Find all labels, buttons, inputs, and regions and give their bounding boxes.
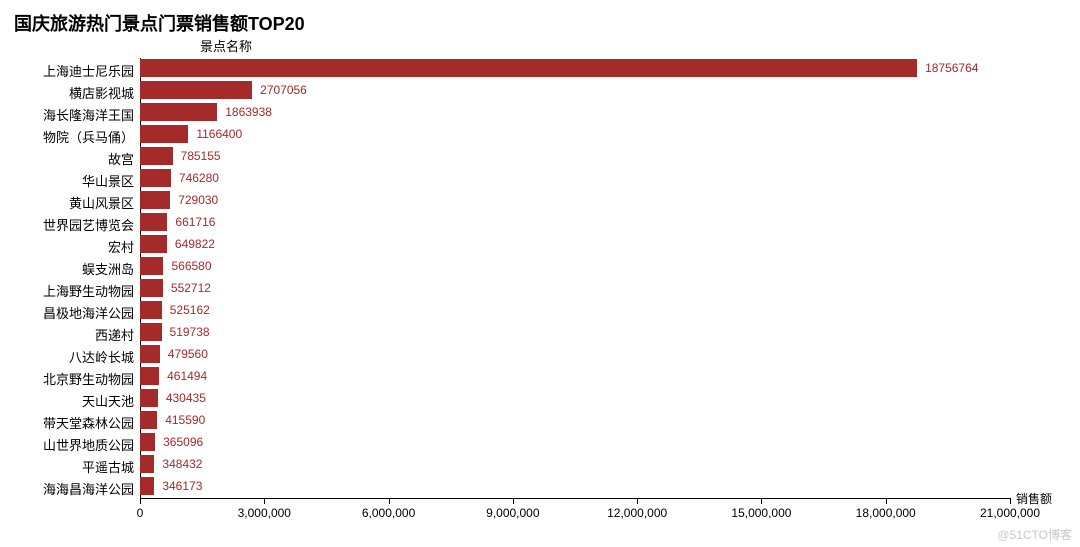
bar-value-label: 18756764: [925, 61, 978, 75]
bar-value-label: 661716: [175, 215, 215, 229]
bar: [140, 213, 167, 231]
category-label: 平遥古城: [82, 457, 134, 476]
x-tick-label: 9,000,000: [486, 506, 539, 520]
x-tick-label: 18,000,000: [856, 506, 916, 520]
x-tick: [513, 498, 514, 504]
chart-container: 国庆旅游热门景点门票销售额TOP20 景点名称 上海迪士尼乐园 18756764 横…: [0, 0, 1080, 547]
x-tick: [1010, 498, 1011, 504]
bar-value-label: 461494: [167, 369, 207, 383]
y-axis-line: [140, 58, 141, 498]
chart-title: 国庆旅游热门景点门票销售额TOP20: [14, 10, 305, 36]
bar-value-label: 415590: [165, 413, 205, 427]
bar: [140, 59, 917, 77]
category-label: 上海迪士尼乐园: [43, 61, 134, 80]
bar-value-label: 346173: [162, 479, 202, 493]
category-label: 华山景区: [82, 171, 134, 190]
x-tick-label: 0: [137, 506, 144, 520]
bar: [140, 169, 171, 187]
bar-value-label: 566580: [171, 259, 211, 273]
y-axis-title: 景点名称: [200, 36, 252, 55]
bar: [140, 433, 155, 451]
category-label: 带天堂森林公园: [43, 413, 134, 432]
x-tick-label: 15,000,000: [731, 506, 791, 520]
category-label: 故宫: [108, 149, 134, 168]
bar-value-label: 365096: [163, 435, 203, 449]
watermark-text: @51CTO博客: [997, 526, 1072, 543]
bar-value-label: 552712: [171, 281, 211, 295]
bar-value-label: 1863938: [225, 105, 272, 119]
x-tick: [886, 498, 887, 504]
x-axis-line: [140, 498, 1010, 499]
category-label: 横店影视城: [69, 83, 134, 102]
bar: [140, 367, 159, 385]
x-tick: [637, 498, 638, 504]
bar: [140, 147, 173, 165]
category-label: 物院（兵马俑）: [43, 127, 134, 146]
category-label: 黄山风景区: [69, 193, 134, 212]
category-label: 昌极地海洋公园: [43, 303, 134, 322]
x-tick: [389, 498, 390, 504]
bar-value-label: 479560: [168, 347, 208, 361]
bar-value-label: 525162: [170, 303, 210, 317]
category-label: 海长隆海洋王国: [43, 105, 134, 124]
bar-value-label: 519738: [170, 325, 210, 339]
bar-value-label: 1166400: [196, 127, 242, 141]
bar: [140, 235, 167, 253]
bar: [140, 103, 217, 121]
bar: [140, 411, 157, 429]
category-label: 上海野生动物园: [43, 281, 134, 300]
bar: [140, 301, 162, 319]
bar-value-label: 746280: [179, 171, 219, 185]
category-label: 山世界地质公园: [43, 435, 134, 454]
category-label: 天山天池: [82, 391, 134, 410]
category-label: 八达岭长城: [69, 347, 134, 366]
x-tick: [140, 498, 141, 504]
bar: [140, 81, 252, 99]
x-tick: [264, 498, 265, 504]
bar-value-label: 348432: [162, 457, 202, 471]
bar: [140, 345, 160, 363]
x-tick: [761, 498, 762, 504]
bar: [140, 477, 154, 495]
category-label: 蜈支洲岛: [82, 259, 134, 278]
bar-value-label: 2707056: [260, 83, 307, 97]
x-axis-title: 销售额: [1016, 490, 1052, 507]
category-label: 宏村: [108, 237, 134, 256]
x-tick-label: 12,000,000: [607, 506, 667, 520]
bar-value-label: 430435: [166, 391, 206, 405]
bar-value-label: 729030: [178, 193, 218, 207]
x-tick-label: 6,000,000: [362, 506, 415, 520]
category-label: 北京野生动物园: [43, 369, 134, 388]
x-tick-label: 21,000,000: [980, 506, 1040, 520]
bar-value-label: 649822: [175, 237, 215, 251]
x-tick-label: 3,000,000: [238, 506, 291, 520]
bar: [140, 389, 158, 407]
bar: [140, 323, 162, 341]
bar: [140, 125, 188, 143]
bar-value-label: 785155: [181, 149, 221, 163]
category-label: 西递村: [95, 325, 134, 344]
bar: [140, 191, 170, 209]
bar: [140, 257, 163, 275]
category-label: 海海昌海洋公园: [43, 479, 134, 498]
bar: [140, 279, 163, 297]
bar: [140, 455, 154, 473]
category-label: 世界园艺博览会: [43, 215, 134, 234]
